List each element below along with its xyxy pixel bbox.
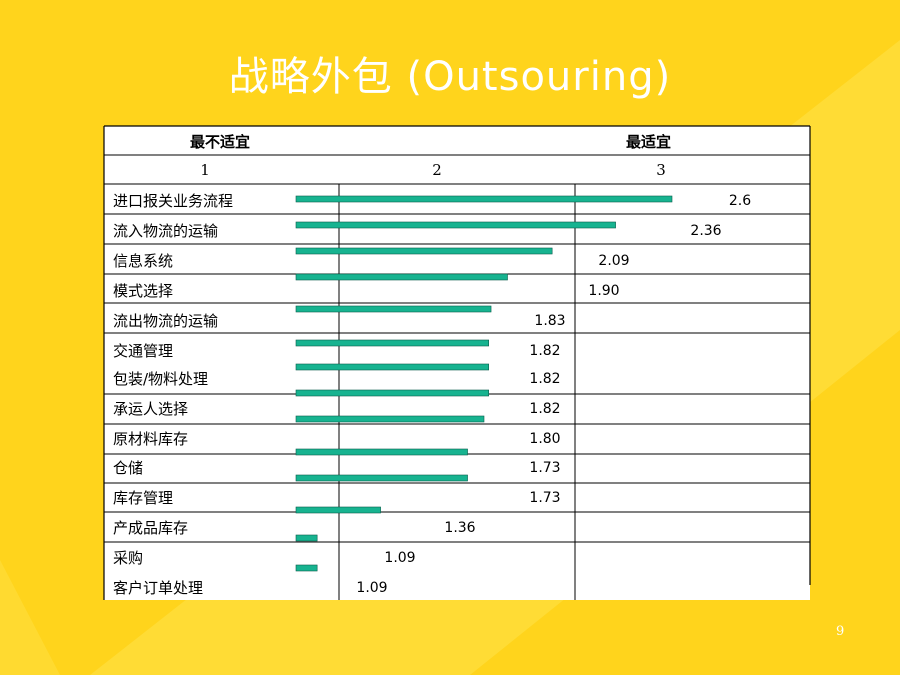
bar: [295, 448, 468, 456]
category-label: 产成品库存: [113, 519, 188, 537]
bar: [295, 339, 489, 347]
data-value-label: 2.09: [598, 253, 629, 269]
bar: [295, 273, 508, 281]
data-value-label: 1.36: [444, 520, 475, 536]
x-tick-label: 1: [200, 161, 210, 179]
x-tick-label: 2: [432, 161, 442, 179]
bar: [295, 389, 489, 397]
category-label: 流入物流的运输: [113, 222, 218, 240]
bar: [295, 195, 673, 203]
bar: [295, 564, 318, 572]
data-value-label: 1.09: [356, 580, 387, 596]
data-value-label: 1.73: [529, 490, 560, 506]
data-value-label: 1.82: [529, 371, 560, 387]
data-value-label: 1.82: [529, 343, 560, 359]
data-value-label: 1.80: [529, 431, 560, 447]
category-label: 承运人选择: [113, 400, 188, 418]
bar: [295, 363, 489, 371]
page-number: 9: [836, 624, 845, 639]
chart-panel: [104, 126, 810, 600]
category-label: 原材料库存: [113, 430, 188, 448]
bar: [295, 474, 468, 482]
data-value-label: 2.6: [729, 193, 751, 209]
category-label: 库存管理: [113, 489, 173, 507]
category-label: 交通管理: [113, 342, 173, 360]
data-value-label: 1.90: [588, 283, 619, 299]
x-tick-label: 3: [656, 161, 666, 179]
category-label: 模式选择: [113, 282, 173, 300]
bar: [295, 305, 492, 313]
category-label: 客户订单处理: [113, 579, 203, 597]
data-value-label: 1.09: [384, 550, 415, 566]
category-label: 仓储: [113, 459, 143, 477]
category-label: 进口报关业务流程: [113, 192, 233, 210]
header-most-suitable: 最适宜: [626, 133, 671, 151]
slide-title: 战略外包 (Outsouring): [228, 54, 672, 100]
bar: [295, 415, 485, 423]
category-label: 包装/物料处理: [113, 370, 208, 388]
data-value-label: 1.83: [534, 313, 565, 329]
header-least-suitable: 最不适宜: [190, 133, 250, 151]
bar: [295, 506, 381, 514]
category-label: 信息系统: [113, 252, 173, 270]
category-label: 采购: [113, 549, 143, 567]
bar: [295, 221, 616, 229]
category-label: 流出物流的运输: [113, 312, 218, 330]
bar: [295, 247, 553, 255]
data-value-label: 1.73: [529, 460, 560, 476]
bar: [295, 534, 318, 542]
data-value-label: 1.82: [529, 401, 560, 417]
data-value-label: 2.36: [690, 223, 721, 239]
